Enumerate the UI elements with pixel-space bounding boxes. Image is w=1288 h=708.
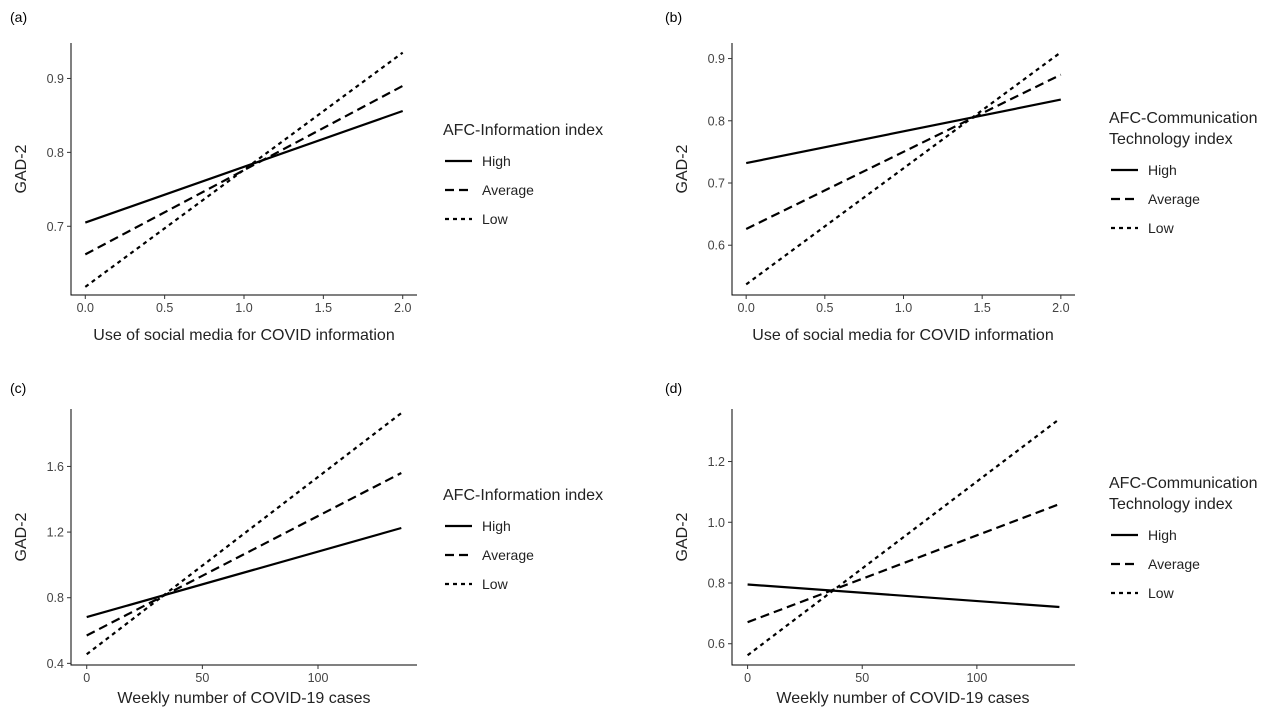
- y-axis-title: GAD-2: [674, 512, 691, 561]
- x-tick-label: 0: [83, 671, 90, 685]
- legend-title: AFC-Communication: [1109, 110, 1257, 127]
- x-tick-label: 1.5: [973, 301, 990, 315]
- legend-label-high: High: [1148, 162, 1177, 178]
- legend-label-high: High: [482, 518, 511, 534]
- legend-title: Technology index: [1109, 131, 1233, 148]
- series-line-average: [86, 472, 402, 637]
- panel-label: (c): [10, 380, 26, 396]
- series-line-high: [747, 583, 1060, 609]
- series-line-low: [746, 418, 1061, 657]
- y-tick-label: 0.9: [47, 72, 64, 86]
- y-tick-label: 1.2: [47, 526, 64, 540]
- y-tick-label: 0.6: [708, 239, 725, 253]
- legend-label-low: Low: [482, 211, 509, 227]
- series-line-low: [86, 412, 402, 656]
- x-tick-label: 0.5: [816, 301, 833, 315]
- legend: AFC-Communication Technology index High Ave…: [1109, 475, 1257, 601]
- x-tick-label: 1.5: [315, 301, 332, 315]
- y-axis-title: GAD-2: [13, 512, 30, 561]
- panel-b: (b) 0.6 0.7 0.8 0.9 0.0 0.5 1.0 1.5 2.0 Use of soc…: [665, 9, 1257, 344]
- y-axis-title: GAD-2: [13, 144, 30, 193]
- legend-label-low: Low: [1148, 585, 1175, 601]
- panel-d: (d) 0.6 0.8 1.0 1.2 0 50 100 Weekly number of CO…: [665, 380, 1257, 707]
- x-tick-label: 1.0: [895, 301, 912, 315]
- panel-label: (b): [665, 9, 682, 25]
- legend-label-average: Average: [482, 547, 534, 563]
- y-tick-label: 0.9: [708, 52, 725, 66]
- x-tick-label: 1.0: [235, 301, 252, 315]
- series-line-high: [84, 109, 404, 224]
- y-tick-label: 0.8: [708, 114, 725, 128]
- legend: AFC-Information index High Average Low: [443, 487, 603, 592]
- legend-label-high: High: [482, 153, 511, 169]
- legend-label-average: Average: [1148, 191, 1200, 207]
- legend-title: AFC-Information index: [443, 487, 603, 504]
- x-tick-label: 2.0: [394, 301, 411, 315]
- legend-label-low: Low: [482, 576, 509, 592]
- series-line-low: [84, 51, 404, 288]
- series-line-high: [745, 98, 1062, 165]
- x-axis-title: Weekly number of COVID-19 cases: [117, 690, 370, 707]
- y-tick-label: 1.6: [47, 460, 64, 474]
- y-tick-label: 1.2: [708, 455, 725, 469]
- x-tick-label: 50: [195, 671, 209, 685]
- y-tick-label: 0.6: [708, 637, 725, 651]
- legend-title: AFC-Communication: [1109, 475, 1257, 492]
- legend-label-low: Low: [1148, 220, 1175, 236]
- y-axis-title: GAD-2: [674, 144, 691, 193]
- y-tick-label: 0.7: [708, 177, 725, 191]
- panel-label: (d): [665, 380, 682, 396]
- panel-c: (c) 0.4 0.8 1.2 1.6 0 50 100 Weekly number of CO…: [10, 380, 603, 707]
- y-tick-label: 0.8: [708, 577, 725, 591]
- series-line-average: [84, 84, 404, 256]
- x-tick-label: 0.0: [77, 301, 94, 315]
- series-line-average: [745, 73, 1062, 230]
- series-line-low: [745, 51, 1062, 286]
- legend-label-average: Average: [482, 182, 534, 198]
- legend-label-average: Average: [1148, 556, 1200, 572]
- legend: AFC-Information index High Average Low: [443, 122, 603, 227]
- x-tick-label: 100: [966, 671, 987, 685]
- x-axis-title: Weekly number of COVID-19 cases: [776, 690, 1029, 707]
- x-axis-title: Use of social media for COVID informatio…: [752, 327, 1053, 344]
- x-tick-label: 2.0: [1052, 301, 1069, 315]
- series-line-high: [86, 526, 402, 619]
- y-tick-label: 0.7: [47, 220, 64, 234]
- x-tick-label: 50: [855, 671, 869, 685]
- x-tick-label: 0.5: [156, 301, 173, 315]
- panel-label: (a): [10, 9, 27, 25]
- legend-title: AFC-Information index: [443, 122, 603, 139]
- x-tick-label: 0: [744, 671, 751, 685]
- y-tick-label: 0.8: [47, 146, 64, 160]
- x-axis-title: Use of social media for COVID informatio…: [93, 327, 394, 344]
- y-tick-label: 1.0: [708, 516, 725, 530]
- y-tick-label: 0.4: [47, 657, 64, 671]
- legend-label-high: High: [1148, 527, 1177, 543]
- x-tick-label: 0.0: [737, 301, 754, 315]
- x-tick-label: 100: [308, 671, 329, 685]
- legend-title: Technology index: [1109, 496, 1233, 513]
- y-tick-label: 0.8: [47, 591, 64, 605]
- legend: AFC-Communication Technology index High Ave…: [1109, 110, 1257, 236]
